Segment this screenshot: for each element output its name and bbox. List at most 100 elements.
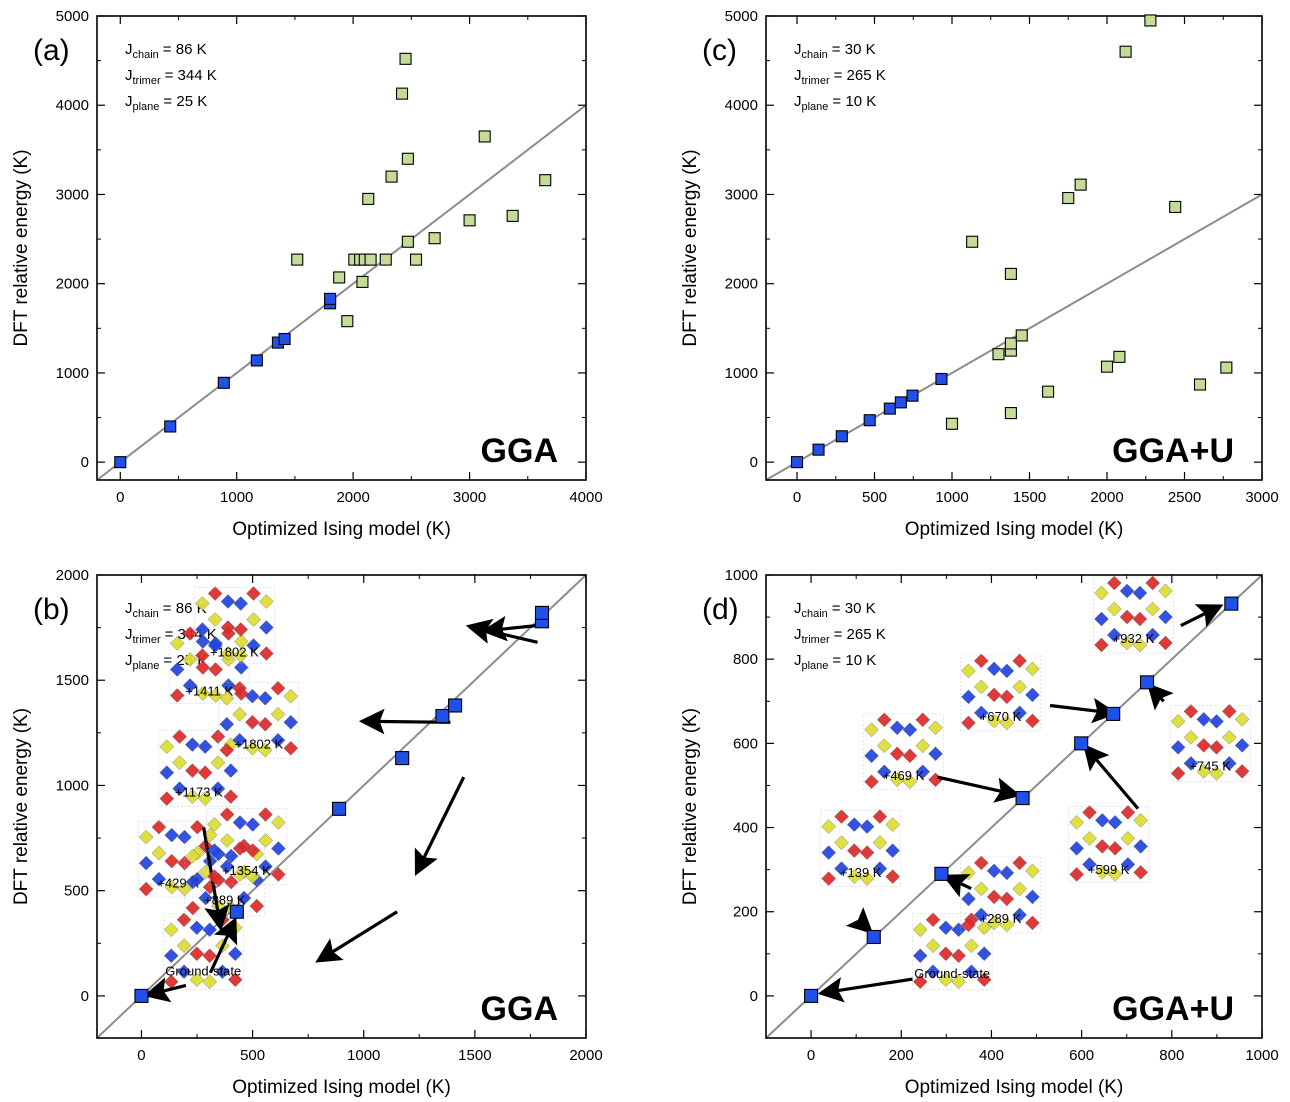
polyhedron bbox=[877, 764, 892, 780]
polyhedron bbox=[232, 815, 248, 830]
polyhedron bbox=[1119, 609, 1135, 625]
polyhedron bbox=[271, 815, 286, 830]
polyhedron bbox=[164, 853, 180, 869]
polyhedron bbox=[197, 765, 213, 780]
polyhedron bbox=[1119, 583, 1135, 599]
polyhedron bbox=[223, 763, 239, 778]
callout-arrow bbox=[1049, 697, 1118, 724]
data-point-green bbox=[401, 152, 414, 165]
polyhedron bbox=[257, 690, 273, 706]
polyhedron bbox=[1095, 813, 1110, 828]
polyhedron bbox=[172, 729, 187, 744]
polyhedron bbox=[138, 855, 154, 871]
polyhedron bbox=[220, 620, 236, 635]
callout-label: +1173 K bbox=[175, 784, 223, 799]
polyhedron bbox=[1120, 831, 1136, 846]
polyhedron bbox=[925, 912, 941, 927]
polyhedron bbox=[232, 732, 247, 748]
data-point-green bbox=[341, 315, 354, 328]
data-point-blue bbox=[804, 988, 819, 1003]
polyhedron bbox=[190, 819, 205, 835]
polyhedron bbox=[207, 843, 222, 858]
polyhedron bbox=[185, 874, 201, 890]
callout-label: +1802 K bbox=[210, 644, 259, 659]
polyhedron bbox=[258, 833, 273, 848]
structure-image bbox=[137, 819, 219, 898]
polyhedron bbox=[986, 863, 1002, 879]
polyhedron bbox=[202, 948, 217, 963]
chart-panel: 0 500 1000 1500 2000 2500 3000 0 1000 2000 3000 400… bbox=[680, 8, 1279, 540]
polyhedron bbox=[847, 817, 862, 832]
polyhedron bbox=[986, 713, 1002, 729]
polyhedron bbox=[219, 807, 235, 822]
polyhedron bbox=[185, 900, 201, 916]
polyhedron bbox=[208, 662, 223, 677]
exchange-parameter: Jtrimer= 344 K bbox=[125, 67, 217, 87]
polyhedron bbox=[928, 772, 943, 788]
callout-label: +469 K bbox=[883, 768, 925, 783]
data-point-green bbox=[506, 209, 519, 222]
unit-cell-outline bbox=[1169, 705, 1251, 782]
callout-arrow bbox=[1180, 604, 1224, 628]
polyhedron bbox=[1234, 764, 1250, 779]
y-tick-label: 0 bbox=[81, 988, 89, 1005]
polyhedron bbox=[973, 881, 989, 897]
polyhedron bbox=[1132, 611, 1148, 627]
polyhedron bbox=[964, 938, 979, 953]
data-point-green bbox=[291, 253, 304, 266]
polyhedron bbox=[915, 712, 931, 728]
data-point-blue bbox=[906, 389, 919, 402]
polyhedron bbox=[973, 907, 989, 923]
polyhedron bbox=[245, 714, 260, 730]
polyhedron bbox=[961, 917, 976, 933]
polyhedron bbox=[1158, 609, 1173, 625]
data-point-green bbox=[395, 87, 409, 100]
data-point-blue bbox=[935, 372, 948, 386]
polyhedron bbox=[1094, 611, 1109, 627]
data-point-blue bbox=[164, 420, 177, 433]
polyhedron bbox=[195, 686, 211, 701]
polyhedron bbox=[1012, 881, 1027, 897]
structure-image bbox=[1068, 805, 1149, 883]
y-tick-label: 0 bbox=[81, 454, 89, 471]
y-axis-title: DFT relative energy (K) bbox=[11, 708, 32, 905]
data-point-blue bbox=[812, 443, 825, 456]
polyhedron bbox=[889, 746, 905, 762]
polyhedron bbox=[885, 869, 900, 884]
callout-label: +932 K bbox=[1113, 631, 1155, 646]
polyhedron bbox=[1222, 730, 1237, 745]
polyhedron bbox=[189, 972, 205, 987]
polyhedron bbox=[1107, 627, 1122, 643]
polyhedron bbox=[1170, 740, 1186, 755]
unit-cell-outline bbox=[158, 730, 240, 807]
data-point-blue bbox=[1224, 596, 1239, 611]
polyhedron bbox=[1222, 704, 1237, 719]
polyhedron bbox=[1094, 585, 1109, 601]
unit-cell-outline bbox=[169, 627, 250, 704]
polyhedron bbox=[928, 746, 943, 762]
y-tick-label: 1000 bbox=[725, 567, 758, 584]
polyhedron bbox=[928, 720, 943, 736]
polyhedron bbox=[925, 938, 941, 953]
y-tick-label: 1000 bbox=[56, 777, 89, 794]
polyhedron bbox=[197, 739, 213, 754]
structure-image bbox=[960, 653, 1041, 732]
polyhedron bbox=[1183, 730, 1199, 745]
data-point-green bbox=[409, 253, 423, 266]
polyhedron bbox=[227, 972, 243, 987]
y-tick-label: 1000 bbox=[725, 365, 758, 382]
polyhedron bbox=[270, 732, 286, 748]
data-point-green bbox=[1004, 337, 1017, 350]
data-point-blue bbox=[435, 708, 450, 724]
data-point-green bbox=[356, 275, 369, 288]
x-tick-label: 2000 bbox=[1090, 489, 1123, 506]
polyhedron bbox=[1094, 637, 1109, 653]
y-axis-title: DFT relative energy (K) bbox=[11, 149, 32, 346]
polyhedron bbox=[986, 687, 1002, 703]
polyhedron bbox=[233, 648, 249, 663]
data-point-green bbox=[1100, 360, 1114, 373]
polyhedron bbox=[259, 594, 274, 609]
chart-panel: 0 500 1000 1500 2000 0 500 1000 1500 2000 Optimize… bbox=[11, 567, 603, 1098]
y-tick-label: 2000 bbox=[56, 567, 89, 584]
